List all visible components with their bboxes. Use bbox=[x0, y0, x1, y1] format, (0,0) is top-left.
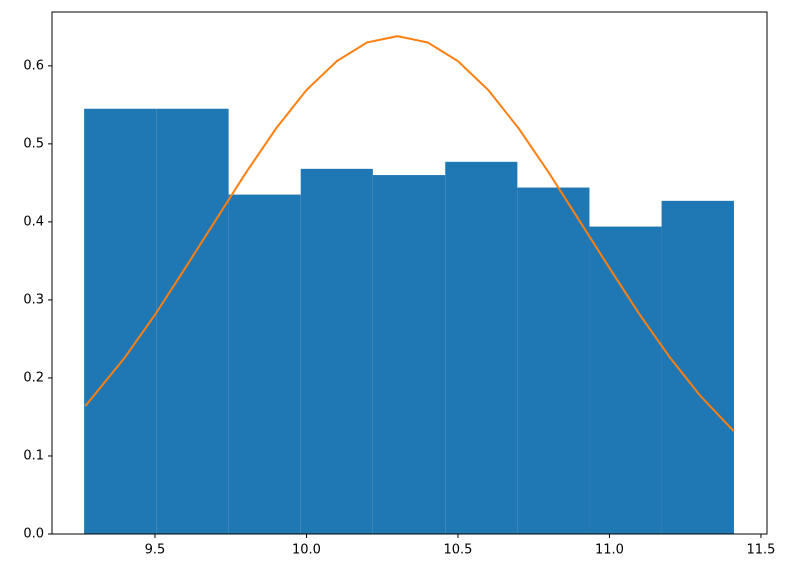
y-tick-label: 0.1 bbox=[23, 448, 44, 463]
y-tick-label: 0.6 bbox=[23, 58, 44, 73]
y-tick-label: 0.4 bbox=[23, 214, 44, 229]
bar bbox=[300, 168, 373, 534]
bar bbox=[372, 175, 446, 534]
x-tick-label: 9.5 bbox=[145, 543, 166, 558]
x-tick-label: 11.5 bbox=[746, 543, 775, 558]
y-tick-label: 0.2 bbox=[23, 370, 44, 385]
x-tick-label: 10.0 bbox=[292, 543, 321, 558]
bar bbox=[517, 187, 590, 534]
bar bbox=[84, 108, 157, 535]
y-tick-label: 0.3 bbox=[23, 292, 44, 307]
bar bbox=[661, 200, 734, 534]
bar bbox=[228, 194, 301, 535]
bar bbox=[445, 161, 518, 535]
x-tick-label: 10.5 bbox=[443, 543, 472, 558]
x-tick-label: 11.0 bbox=[595, 543, 624, 558]
bar bbox=[589, 226, 662, 535]
y-tick-label: 0.5 bbox=[23, 136, 44, 151]
axes-frame bbox=[51, 11, 768, 535]
bar bbox=[156, 108, 229, 535]
y-tick-label: 0.0 bbox=[23, 527, 44, 542]
curve bbox=[84, 35, 735, 432]
